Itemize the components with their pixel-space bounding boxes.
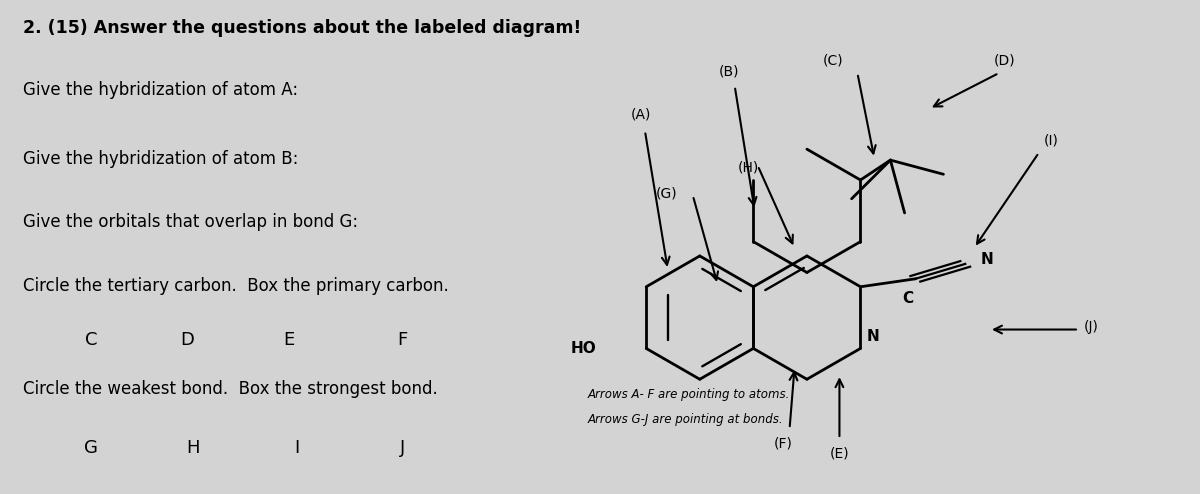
Text: I: I bbox=[294, 439, 300, 457]
Text: Give the orbitals that overlap in bond G:: Give the orbitals that overlap in bond G… bbox=[23, 213, 358, 231]
Text: (I): (I) bbox=[1044, 133, 1058, 147]
Text: Give the hybridization of atom B:: Give the hybridization of atom B: bbox=[23, 150, 299, 167]
Text: C: C bbox=[85, 331, 97, 349]
Text: (B): (B) bbox=[719, 64, 739, 78]
Text: J: J bbox=[400, 439, 406, 457]
Text: Circle the weakest bond.  Box the strongest bond.: Circle the weakest bond. Box the stronge… bbox=[23, 380, 438, 399]
Text: (J): (J) bbox=[1084, 320, 1098, 334]
Text: Circle the tertiary carbon.  Box the primary carbon.: Circle the tertiary carbon. Box the prim… bbox=[23, 277, 449, 295]
Text: G: G bbox=[84, 439, 98, 457]
Text: Give the hybridization of atom A:: Give the hybridization of atom A: bbox=[23, 81, 298, 99]
Text: Arrows G-J are pointing at bonds.: Arrows G-J are pointing at bonds. bbox=[588, 412, 784, 425]
Text: E: E bbox=[283, 331, 294, 349]
Text: (E): (E) bbox=[829, 447, 850, 460]
Text: C: C bbox=[902, 291, 913, 306]
Text: N: N bbox=[866, 329, 880, 344]
Text: 2. (15) Answer the questions about the labeled diagram!: 2. (15) Answer the questions about the l… bbox=[23, 19, 581, 37]
Text: H: H bbox=[186, 439, 199, 457]
Text: (G): (G) bbox=[655, 186, 677, 201]
Text: F: F bbox=[397, 331, 408, 349]
Text: Arrows A- F are pointing to atoms.: Arrows A- F are pointing to atoms. bbox=[588, 388, 791, 401]
Text: (D): (D) bbox=[995, 54, 1016, 68]
Text: N: N bbox=[980, 252, 994, 267]
Text: D: D bbox=[180, 331, 194, 349]
Text: (F): (F) bbox=[774, 437, 793, 451]
Text: (H): (H) bbox=[738, 161, 758, 175]
Text: (C): (C) bbox=[823, 54, 844, 68]
Text: (A): (A) bbox=[631, 108, 652, 122]
Text: HO: HO bbox=[570, 341, 596, 356]
